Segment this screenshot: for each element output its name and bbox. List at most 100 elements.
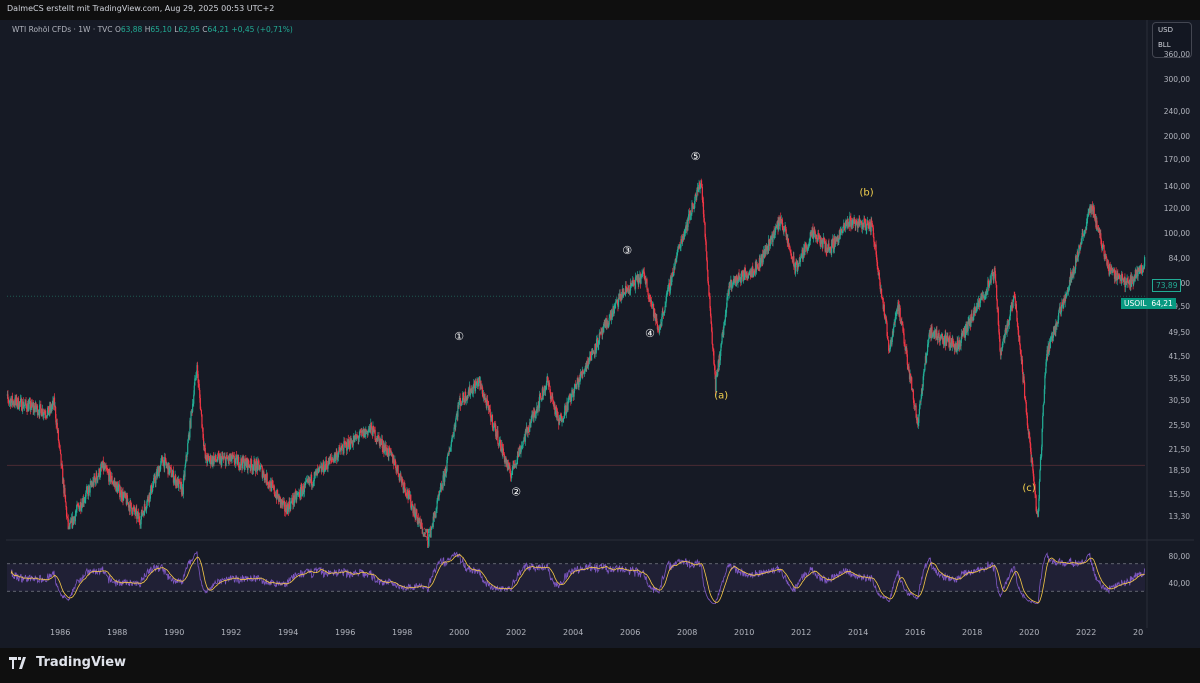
candle-body [455, 419, 457, 428]
candle-body [408, 490, 410, 494]
candle-body [986, 291, 988, 295]
candle-body [967, 320, 969, 331]
candle-body [717, 371, 719, 376]
candle-body [638, 277, 640, 285]
candle-body [145, 505, 148, 510]
candle-body [12, 401, 15, 405]
candle-body [865, 229, 867, 231]
candle-body [640, 276, 642, 284]
candle-body [806, 245, 808, 251]
candle-body [481, 387, 484, 397]
candle-body [1064, 294, 1066, 303]
candle-body [219, 456, 221, 463]
candle-body [423, 532, 426, 534]
candle-body [1102, 244, 1105, 246]
candle-body [706, 251, 708, 261]
candle-body [160, 458, 162, 461]
candle-body [78, 505, 80, 507]
candle-body [841, 231, 843, 233]
candle-body [515, 463, 518, 465]
candle-body [808, 244, 810, 248]
candle-body [594, 343, 597, 353]
candle-body [266, 473, 268, 484]
candle-body [410, 506, 412, 508]
candle-body [714, 365, 716, 375]
candle-body [285, 504, 287, 512]
symbol-legend[interactable]: WTI Rohöl CFDs · 1W · TVC O63,88 H65,10 … [12, 25, 293, 34]
candle-body [631, 283, 633, 284]
candle-body [367, 430, 370, 432]
candle-body [184, 462, 187, 467]
candle-body [411, 503, 413, 507]
candle-body [786, 234, 788, 243]
candle-body [934, 331, 936, 338]
candle-body [558, 418, 560, 425]
currency-unit-box[interactable]: USD BLL [1152, 22, 1192, 58]
candle-body [427, 546, 429, 548]
candle-body [1068, 286, 1070, 291]
candle-body [93, 476, 96, 480]
candle-body [1029, 437, 1031, 444]
candle-body [23, 406, 25, 408]
candle-body [511, 473, 513, 479]
candle-body [691, 203, 694, 208]
candle-body [253, 459, 255, 467]
candle-body [153, 477, 155, 485]
candle-body [823, 237, 825, 239]
candle-body [450, 441, 452, 447]
candle-body [885, 317, 887, 319]
candle-body [440, 484, 443, 490]
candle-body [257, 460, 259, 471]
candle-body [642, 272, 644, 274]
candle-body [781, 219, 783, 220]
candle-body [762, 254, 764, 263]
candle-body [1135, 269, 1137, 278]
candle-body [650, 300, 652, 305]
candle-body [233, 455, 235, 463]
candle-body [667, 287, 669, 292]
candle-body [132, 508, 135, 509]
candle-body [113, 482, 115, 484]
candle-body [17, 398, 19, 409]
candle-body [142, 513, 144, 516]
candle-body [215, 454, 217, 460]
candle-body [291, 497, 293, 503]
candle-body [710, 316, 712, 324]
candle-body [549, 392, 552, 399]
candle-body [518, 447, 520, 456]
candle-body [1043, 389, 1045, 404]
candle-body [261, 466, 263, 467]
candle-body [517, 451, 519, 460]
candle-body [239, 464, 241, 469]
candle-body [402, 481, 404, 490]
candle-body [217, 453, 219, 455]
time-tick-label: 2016 [905, 628, 926, 637]
candle-body [130, 502, 132, 509]
candle-body [897, 302, 900, 305]
candle-body [428, 536, 430, 547]
candle-body [125, 493, 127, 498]
candle-body [349, 438, 352, 449]
tradingview-logo[interactable]: TradingView [9, 655, 126, 670]
candle-body [60, 453, 62, 466]
candle-body [782, 227, 784, 230]
candles [6, 178, 1146, 548]
candle-body [97, 475, 99, 477]
candle-body [210, 462, 212, 465]
candle-body [903, 343, 906, 345]
candle-body [911, 377, 913, 390]
candle-body [472, 387, 474, 394]
candle-body [217, 453, 219, 461]
candle-body [658, 328, 661, 333]
candle-body [337, 452, 340, 458]
candle-body [90, 482, 92, 486]
candle-body [696, 190, 698, 198]
candle-body [867, 220, 869, 223]
candle-body [359, 430, 361, 437]
candle-body [437, 500, 439, 502]
candle-body [1009, 316, 1011, 321]
candle-body [99, 475, 101, 478]
candle-body [65, 502, 67, 508]
candle-body [707, 281, 709, 286]
